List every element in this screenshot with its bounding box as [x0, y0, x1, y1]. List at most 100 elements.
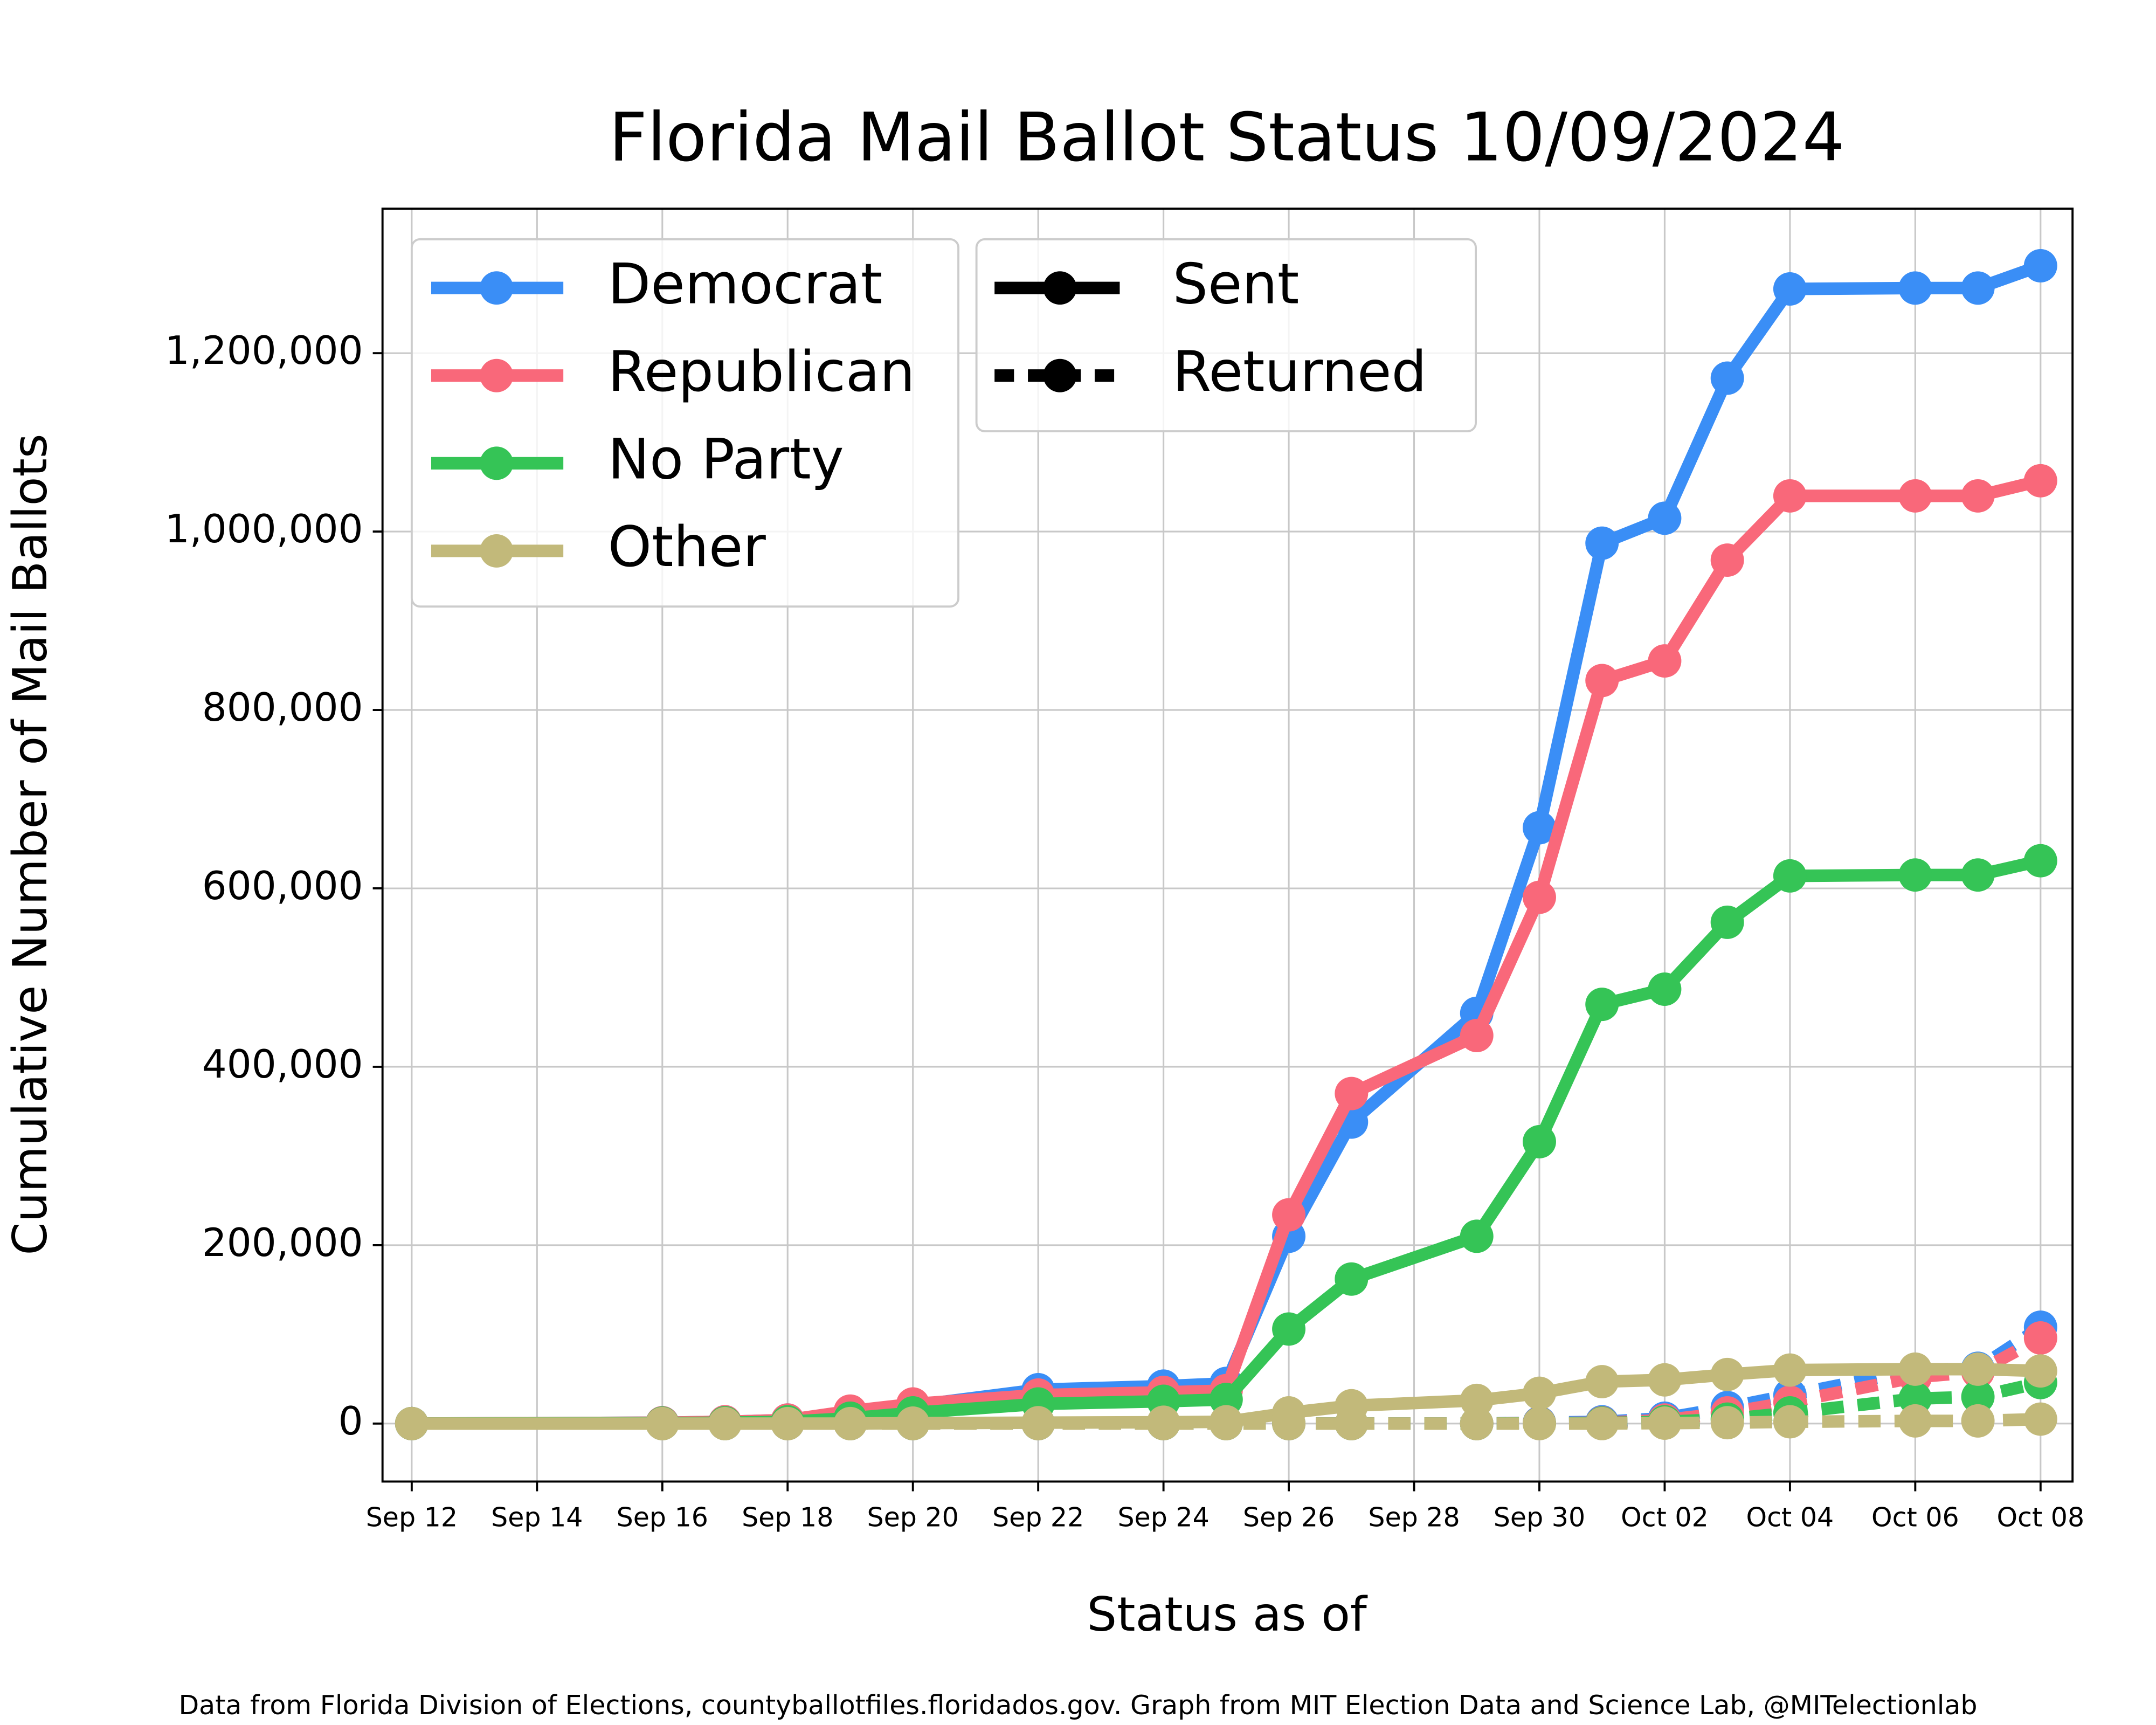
x-tick-label: Oct 06 [1871, 1502, 1959, 1533]
sent-point [1773, 1353, 1807, 1387]
sent-point [1460, 1383, 1494, 1417]
x-tick-label: Sep 12 [366, 1502, 458, 1533]
legend-label: Sent [1172, 252, 1299, 317]
returned-point [1523, 1406, 1556, 1440]
y-tick-label: 200,000 [202, 1220, 363, 1266]
y-tick-label: 800,000 [202, 685, 363, 730]
sent-point [1146, 1405, 1180, 1439]
sent-point [2023, 1354, 2057, 1388]
sent-point [1648, 972, 1682, 1006]
y-tick-label: 1,000,000 [165, 507, 363, 552]
sent-point [1710, 361, 1744, 395]
sent-point [1710, 1357, 1744, 1391]
sent-point [1773, 479, 1807, 513]
y-tick-label: 600,000 [202, 864, 363, 909]
sent-point [2023, 464, 2057, 498]
sent-point [1585, 664, 1619, 698]
x-tick-label: Sep 28 [1368, 1502, 1460, 1533]
legend-label: Republican [608, 340, 915, 404]
sent-point [1523, 811, 1556, 845]
x-axis-label: Status as of [1087, 1587, 1367, 1642]
legend-marker [480, 358, 514, 392]
returned-point [2023, 1321, 2057, 1355]
x-tick-label: Sep 24 [1117, 1502, 1209, 1533]
x-tick-label: Sep 20 [867, 1502, 959, 1533]
sent-point [1710, 905, 1744, 939]
sent-point [2023, 249, 2057, 282]
sent-point [1961, 271, 1995, 305]
sent-point [1585, 526, 1619, 560]
plot-frame [381, 208, 2074, 1483]
legend-marker [480, 446, 514, 480]
sent-point [771, 1406, 805, 1440]
legend-marker [480, 534, 514, 568]
sent-point [1021, 1406, 1055, 1440]
sent-point [1523, 880, 1556, 914]
sent-point [1335, 1077, 1369, 1110]
sent-point [1209, 1405, 1243, 1439]
sent-point [1460, 1019, 1494, 1052]
plot-area [395, 249, 2057, 1440]
returned-line [411, 1412, 2041, 1430]
x-tick-label: Oct 04 [1746, 1502, 1834, 1533]
legend-marker [1043, 271, 1077, 305]
legend-label: Democrat [608, 252, 883, 317]
sent-point [1272, 1396, 1306, 1430]
y-axis-label: Cumulative Number of Mail Ballots [3, 433, 58, 1255]
sent-point [1523, 1124, 1556, 1158]
sent-point [1710, 543, 1744, 577]
sent-point [645, 1406, 679, 1440]
sent-point [1585, 1365, 1619, 1399]
returned-point [1961, 1380, 1995, 1414]
y-tick-label: 0 [338, 1399, 363, 1444]
returned-point [1961, 1404, 1995, 1438]
legend-label: Other [608, 515, 766, 579]
legend-marker [480, 271, 514, 305]
returned-point [1710, 1406, 1744, 1440]
sent-point [1648, 644, 1682, 678]
x-tick-label: Oct 02 [1621, 1502, 1709, 1533]
sent-point [708, 1406, 742, 1440]
sent-point [1961, 479, 1995, 513]
legend-label: Returned [1172, 340, 1427, 404]
x-tick-label: Sep 22 [992, 1502, 1084, 1533]
x-tick-label: Sep 18 [742, 1502, 833, 1533]
x-tick-label: Oct 08 [1996, 1502, 2084, 1533]
x-tick-label: Sep 30 [1494, 1502, 1585, 1533]
returned-point [1648, 1406, 1682, 1440]
legend-box [410, 238, 959, 608]
legend-label: No Party [608, 427, 844, 492]
sent-point [833, 1406, 867, 1440]
sent-point [1335, 1389, 1369, 1423]
legend-marker [1043, 358, 1077, 392]
sent-point [1335, 1262, 1369, 1296]
sent-point [1648, 501, 1682, 535]
returned-point [1773, 1405, 1807, 1439]
y-tick-label: 1,200,000 [165, 328, 363, 374]
x-tick-label: Sep 14 [491, 1502, 583, 1533]
sent-point [896, 1406, 930, 1440]
sent-point [1898, 858, 1932, 892]
sent-point [1272, 1198, 1306, 1232]
sent-point [1773, 272, 1807, 306]
sent-point [1773, 859, 1807, 893]
y-tick-label: 400,000 [202, 1042, 363, 1087]
sent-point [1460, 1219, 1494, 1253]
x-tick-label: Sep 26 [1243, 1502, 1335, 1533]
sent-point [1648, 1363, 1682, 1397]
footnote: Data from Florida Division of Elections,… [178, 1689, 1977, 1721]
x-tick-label: Sep 16 [617, 1502, 708, 1533]
legend: Democrat Republican No Party Other Sent Retur… [410, 238, 1477, 608]
chart-title: Florida Mail Ballot Status 10/09/2024 [609, 99, 1845, 176]
returned-point [2023, 1402, 2057, 1436]
returned-point [1460, 1406, 1494, 1440]
sent-point [1898, 479, 1932, 513]
sent-point [1585, 988, 1619, 1022]
sent-point [1961, 858, 1995, 892]
returned-point [1898, 1404, 1932, 1438]
sent-point [1961, 1352, 1995, 1386]
sent-point [1523, 1376, 1556, 1410]
sent-point [1898, 1352, 1932, 1386]
